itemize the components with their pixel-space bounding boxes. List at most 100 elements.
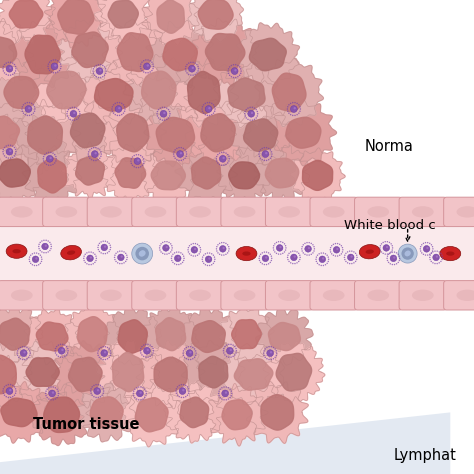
Circle shape	[166, 108, 167, 109]
Circle shape	[18, 348, 19, 350]
Circle shape	[51, 246, 52, 247]
Circle shape	[28, 258, 30, 260]
Circle shape	[102, 76, 103, 77]
Circle shape	[221, 255, 222, 256]
Circle shape	[292, 263, 293, 264]
Circle shape	[266, 160, 267, 161]
Circle shape	[49, 250, 51, 251]
Circle shape	[34, 110, 35, 112]
Circle shape	[134, 389, 136, 390]
Polygon shape	[94, 79, 133, 111]
Circle shape	[157, 115, 158, 117]
Circle shape	[93, 396, 95, 397]
Circle shape	[342, 251, 343, 253]
Circle shape	[203, 255, 204, 256]
Circle shape	[320, 252, 322, 254]
Circle shape	[117, 262, 118, 264]
Circle shape	[29, 350, 30, 352]
Circle shape	[79, 115, 80, 117]
Circle shape	[137, 159, 139, 162]
Circle shape	[198, 68, 199, 70]
Circle shape	[425, 242, 426, 243]
Circle shape	[233, 77, 234, 78]
Circle shape	[339, 255, 340, 256]
Circle shape	[48, 398, 50, 400]
Circle shape	[175, 390, 177, 392]
Circle shape	[146, 392, 147, 394]
Circle shape	[96, 65, 97, 66]
Circle shape	[305, 246, 311, 252]
Polygon shape	[26, 358, 59, 386]
Circle shape	[309, 255, 310, 256]
Circle shape	[98, 350, 99, 352]
Circle shape	[274, 251, 275, 253]
Circle shape	[109, 243, 110, 244]
Circle shape	[142, 398, 144, 400]
Circle shape	[203, 104, 204, 106]
Circle shape	[83, 257, 84, 259]
Circle shape	[24, 359, 26, 360]
Circle shape	[203, 112, 204, 114]
Circle shape	[404, 251, 410, 256]
Circle shape	[195, 352, 197, 354]
Circle shape	[262, 151, 269, 157]
Circle shape	[219, 395, 220, 396]
Circle shape	[287, 255, 289, 256]
Circle shape	[12, 73, 13, 75]
Circle shape	[211, 264, 212, 265]
Circle shape	[91, 388, 92, 390]
Circle shape	[133, 395, 135, 396]
Circle shape	[109, 348, 110, 350]
Circle shape	[268, 159, 269, 160]
Circle shape	[141, 62, 143, 63]
Circle shape	[264, 147, 265, 148]
Circle shape	[25, 114, 26, 115]
Circle shape	[134, 158, 141, 164]
Circle shape	[168, 242, 170, 243]
Circle shape	[32, 253, 33, 255]
Ellipse shape	[145, 290, 166, 301]
Circle shape	[98, 245, 99, 246]
Circle shape	[224, 346, 226, 347]
Circle shape	[53, 59, 54, 61]
Circle shape	[353, 262, 355, 264]
Circle shape	[98, 384, 99, 385]
Circle shape	[145, 59, 146, 61]
Circle shape	[329, 249, 331, 251]
Circle shape	[344, 255, 346, 256]
Circle shape	[287, 106, 289, 108]
Polygon shape	[286, 117, 321, 148]
Circle shape	[252, 107, 253, 108]
Circle shape	[391, 251, 392, 253]
Circle shape	[237, 76, 238, 77]
Circle shape	[153, 65, 154, 67]
Circle shape	[333, 246, 340, 253]
Circle shape	[48, 152, 49, 153]
Circle shape	[15, 149, 16, 150]
Circle shape	[356, 259, 357, 260]
Circle shape	[171, 255, 173, 257]
Circle shape	[111, 108, 113, 110]
Circle shape	[15, 151, 17, 153]
Circle shape	[389, 253, 390, 254]
Circle shape	[95, 397, 97, 398]
Circle shape	[140, 64, 142, 65]
Circle shape	[219, 243, 220, 244]
Ellipse shape	[456, 290, 474, 301]
Circle shape	[189, 245, 190, 246]
Circle shape	[41, 261, 42, 262]
Circle shape	[70, 110, 77, 117]
Circle shape	[160, 118, 161, 120]
Polygon shape	[144, 104, 207, 166]
Ellipse shape	[412, 290, 434, 301]
Circle shape	[268, 252, 269, 254]
Circle shape	[123, 262, 125, 264]
Circle shape	[294, 263, 296, 264]
Circle shape	[344, 256, 345, 258]
Circle shape	[392, 249, 393, 251]
Circle shape	[271, 346, 272, 347]
Circle shape	[313, 250, 315, 252]
Circle shape	[225, 254, 227, 255]
Circle shape	[383, 253, 384, 254]
Circle shape	[149, 345, 151, 346]
